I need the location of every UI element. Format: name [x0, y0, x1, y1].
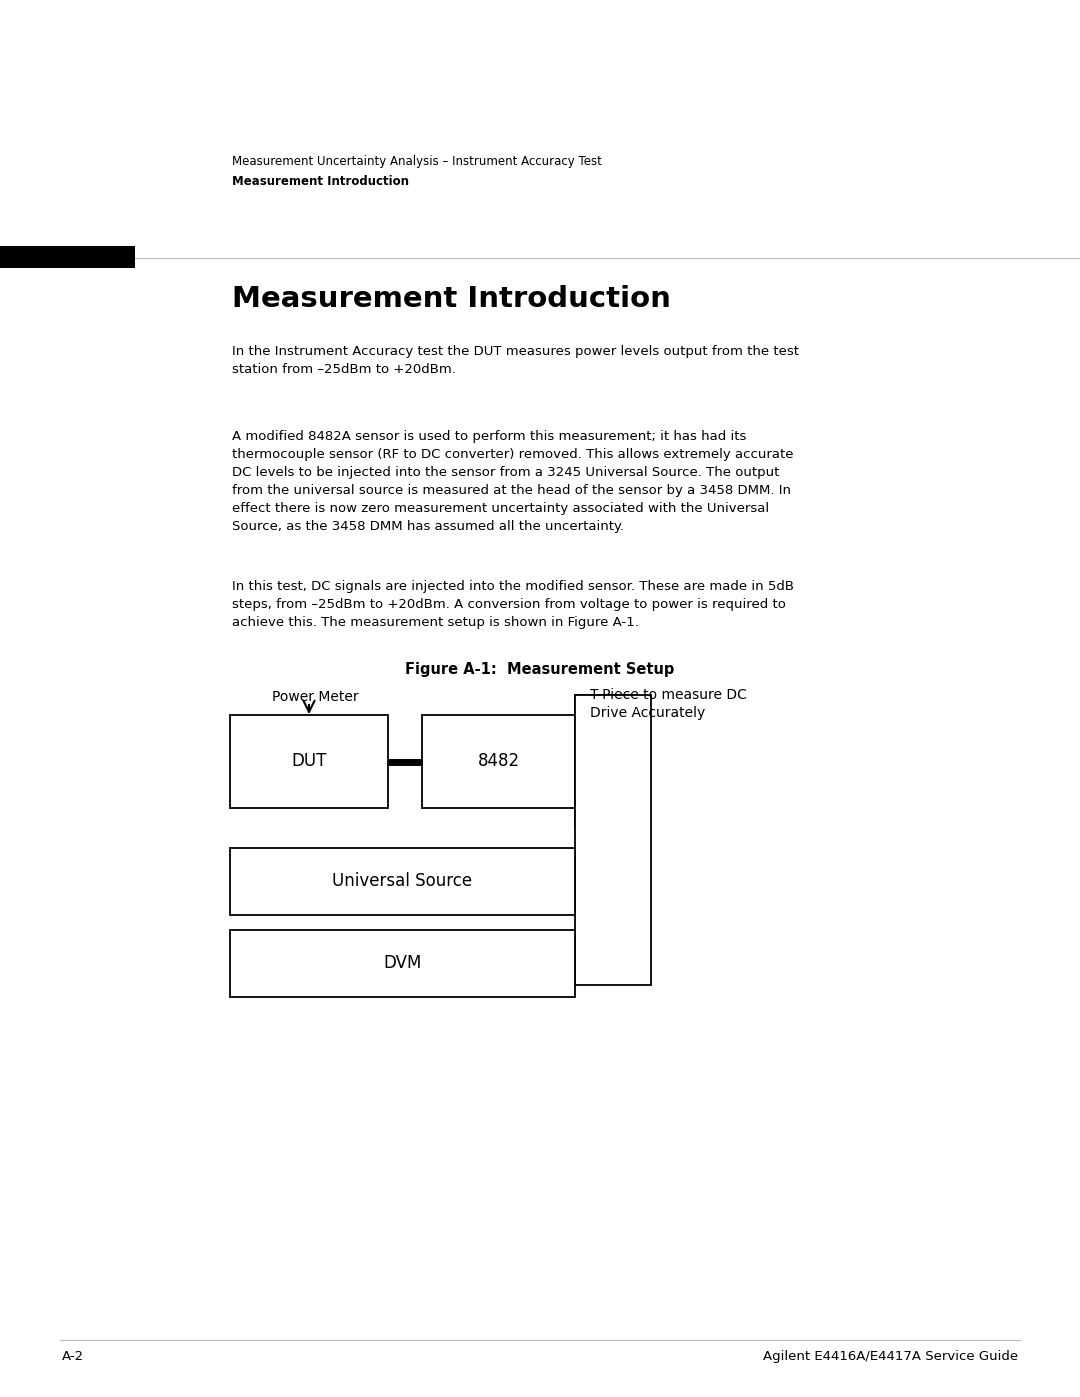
Bar: [230, 715, 388, 807]
Text: Measurement Introduction: Measurement Introduction: [232, 175, 409, 189]
Text: Figure A-1:  Measurement Setup: Figure A-1: Measurement Setup: [405, 662, 675, 678]
Text: Power Meter: Power Meter: [272, 690, 359, 704]
Text: In the Instrument Accuracy test the DUT measures power levels output from the te: In the Instrument Accuracy test the DUT …: [232, 345, 799, 376]
Text: Universal Source: Universal Source: [333, 873, 473, 890]
Bar: [575, 694, 633, 828]
Text: Agilent E4416A/E4417A Service Guide: Agilent E4416A/E4417A Service Guide: [762, 1350, 1018, 1363]
Text: A-2: A-2: [62, 1350, 84, 1363]
Text: DVM: DVM: [383, 954, 421, 972]
Bar: [0, 246, 135, 268]
Bar: [230, 930, 575, 997]
Text: 8482: 8482: [477, 753, 519, 771]
Text: Measurement Introduction: Measurement Introduction: [232, 285, 671, 313]
Text: T-Piece to measure DC
Drive Accurately: T-Piece to measure DC Drive Accurately: [590, 687, 747, 721]
Text: Measurement Uncertainty Analysis – Instrument Accuracy Test: Measurement Uncertainty Analysis – Instr…: [232, 155, 602, 168]
Text: A modified 8482A sensor is used to perform this measurement; it has had its
ther: A modified 8482A sensor is used to perfo…: [232, 430, 794, 534]
Bar: [422, 715, 575, 807]
Text: In this test, DC signals are injected into the modified sensor. These are made i: In this test, DC signals are injected in…: [232, 580, 794, 629]
Bar: [575, 694, 651, 985]
Bar: [230, 848, 575, 915]
Text: DUT: DUT: [292, 753, 326, 771]
